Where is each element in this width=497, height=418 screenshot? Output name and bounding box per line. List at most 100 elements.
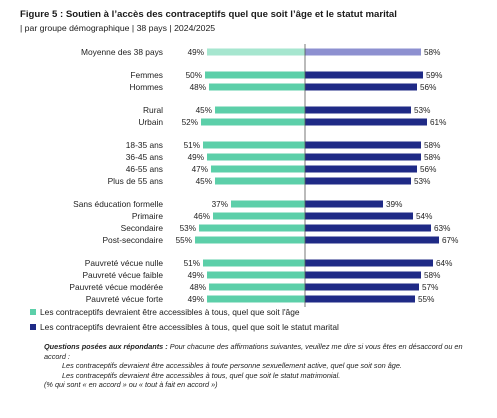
- value-label-age-2: 48%: [190, 83, 206, 92]
- value-label-marital-14: 58%: [424, 271, 440, 280]
- value-label-marital-2: 56%: [420, 83, 436, 92]
- bar-marital-2: [305, 83, 417, 91]
- bar-marital-8: [305, 177, 411, 185]
- bar-marital-0: [305, 48, 421, 56]
- value-label-marital-11: 63%: [434, 224, 450, 233]
- value-label-marital-8: 53%: [414, 177, 430, 186]
- bar-age-11: [199, 224, 305, 232]
- question-text: Questions posées aux répondants : Pour c…: [44, 342, 474, 361]
- bar-age-1: [205, 71, 305, 79]
- bar-age-16: [207, 295, 305, 303]
- category-label-13: Pauvreté vécue nulle: [85, 258, 164, 268]
- legend-swatch-marital: [30, 324, 36, 330]
- bar-marital-14: [305, 271, 421, 279]
- category-label-14: Pauvreté vécue faible: [82, 270, 163, 280]
- value-label-age-14: 49%: [188, 271, 204, 280]
- value-label-age-9: 37%: [212, 200, 228, 209]
- category-label-16: Pauvreté vécue forte: [86, 294, 164, 304]
- legend-label-marital: Les contraceptifs devraient être accessi…: [40, 322, 339, 332]
- category-label-0: Moyenne des 38 pays: [81, 47, 163, 57]
- statement-marital: Les contraceptifs devraient être accessi…: [62, 370, 341, 380]
- bar-marital-11: [305, 224, 431, 232]
- bar-marital-4: [305, 118, 427, 126]
- survey-notes: Questions posées aux répondants : Pour c…: [44, 342, 474, 390]
- diverging-bar-chart: 49% 58% Moyenne des 38 pays 50% 59% Femmes 48%…: [69, 44, 458, 307]
- value-label-marital-16: 55%: [418, 295, 434, 304]
- bar-age-7: [211, 165, 305, 173]
- value-label-age-5: 51%: [184, 141, 200, 150]
- value-label-marital-15: 57%: [422, 283, 438, 292]
- category-label-11: Secondaire: [121, 223, 164, 233]
- bar-age-3: [215, 106, 305, 114]
- value-label-marital-3: 53%: [414, 106, 430, 115]
- value-label-age-10: 46%: [194, 212, 210, 221]
- category-label-1: Femmes: [130, 70, 163, 80]
- value-label-marital-10: 54%: [416, 212, 432, 221]
- bar-age-4: [201, 118, 305, 126]
- value-label-marital-1: 59%: [426, 71, 442, 80]
- bar-age-0: [207, 48, 305, 56]
- value-label-age-7: 47%: [192, 165, 208, 174]
- value-label-age-4: 52%: [182, 118, 198, 127]
- value-label-age-16: 49%: [188, 295, 204, 304]
- bar-age-12: [195, 236, 305, 244]
- category-label-6: 36-45 ans: [126, 152, 163, 162]
- statement-age: Les contraceptifs devraient être accessi…: [62, 361, 402, 371]
- category-label-5: 18-35 ans: [126, 140, 163, 150]
- bar-marital-3: [305, 106, 411, 114]
- bar-age-5: [203, 141, 305, 149]
- bar-marital-1: [305, 71, 423, 79]
- value-label-marital-6: 58%: [424, 153, 440, 162]
- value-label-age-15: 48%: [190, 283, 206, 292]
- value-label-marital-12: 67%: [442, 236, 458, 245]
- bar-marital-7: [305, 165, 417, 173]
- value-label-age-1: 50%: [186, 71, 202, 80]
- bar-age-13: [203, 259, 305, 267]
- figure-subtitle: | par groupe démographique | 38 pays | 2…: [20, 23, 216, 33]
- value-label-age-3: 45%: [196, 106, 212, 115]
- bar-age-15: [209, 283, 305, 291]
- value-label-marital-13: 64%: [436, 259, 452, 268]
- category-label-2: Hommes: [129, 82, 163, 92]
- value-label-marital-0: 58%: [424, 48, 440, 57]
- category-label-8: Plus de 55 ans: [108, 176, 163, 186]
- bar-age-10: [213, 212, 305, 220]
- bar-marital-15: [305, 283, 419, 291]
- bar-age-14: [207, 271, 305, 279]
- bar-marital-13: [305, 259, 433, 267]
- bar-age-8: [215, 177, 305, 185]
- category-label-9: Sans éducation formelle: [73, 199, 163, 209]
- category-label-7: 46-55 ans: [126, 164, 163, 174]
- bar-marital-9: [305, 200, 383, 208]
- category-label-15: Pauvreté vécue modérée: [69, 282, 163, 292]
- value-label-age-0: 49%: [188, 48, 204, 57]
- bar-marital-5: [305, 141, 421, 149]
- value-label-marital-7: 56%: [420, 165, 436, 174]
- category-label-10: Primaire: [132, 211, 164, 221]
- legend-label-age: Les contraceptifs devraient être accessi…: [40, 307, 300, 317]
- question-intro: Pour chacune des affirmations suivantes,…: [44, 342, 463, 361]
- value-label-age-13: 51%: [184, 259, 200, 268]
- bar-marital-12: [305, 236, 439, 244]
- value-label-age-6: 49%: [188, 153, 204, 162]
- figure-title: Figure 5 : Soutien à l’accès des contrac…: [20, 9, 397, 20]
- value-label-marital-4: 61%: [430, 118, 446, 127]
- bar-age-2: [209, 83, 305, 91]
- value-label-age-8: 45%: [196, 177, 212, 186]
- value-label-age-11: 53%: [180, 224, 196, 233]
- value-label-marital-9: 39%: [386, 200, 402, 209]
- value-label-marital-5: 58%: [424, 141, 440, 150]
- category-label-4: Urbain: [138, 117, 163, 127]
- question-label: Questions posées aux répondants :: [44, 342, 168, 351]
- footnote: (% qui sont « en accord » ou « tout à fa…: [44, 380, 218, 390]
- category-label-12: Post-secondaire: [102, 235, 163, 245]
- bar-marital-16: [305, 295, 415, 303]
- bar-age-6: [207, 153, 305, 161]
- legend-item-marital: Les contraceptifs devraient être accessi…: [30, 322, 339, 332]
- legend-swatch-age: [30, 309, 36, 315]
- bar-marital-6: [305, 153, 421, 161]
- legend-item-age: Les contraceptifs devraient être accessi…: [30, 307, 300, 317]
- category-label-3: Rural: [143, 105, 163, 115]
- bar-age-9: [231, 200, 305, 208]
- value-label-age-12: 55%: [176, 236, 192, 245]
